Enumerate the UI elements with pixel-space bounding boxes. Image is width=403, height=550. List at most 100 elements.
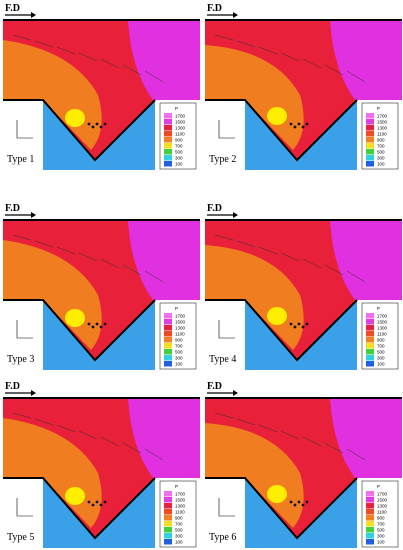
legend-swatch [164,161,172,167]
magenta-field [330,20,402,100]
legend-swatch [164,143,172,149]
legend-label: 1300 [175,504,186,509]
legend-swatch [164,119,172,125]
axis-icon [16,320,33,339]
legend-label: 1300 [377,126,388,131]
legend-swatch [366,143,374,149]
flow-arrow [56,424,76,433]
legend-swatch [366,119,374,125]
yellow-core [267,307,287,325]
legend-label: 500 [377,350,385,355]
legend-label: 900 [377,338,385,343]
legend-label: 1500 [175,120,186,125]
axis-icon [218,320,235,339]
fd-arrow-head [233,390,238,396]
legend-swatch [164,533,172,539]
flow-arrow [214,412,234,419]
legend-swatch [366,533,374,539]
fd-label: F.D [207,203,222,214]
legend-swatch [366,337,374,343]
legend-swatch [366,325,374,331]
flow-arrow [144,448,164,461]
flow-arrow [34,418,54,426]
legend-swatch [366,331,374,337]
axis-icon [218,498,235,517]
legend-label: 1100 [175,132,185,137]
legend-label: 100 [175,162,183,167]
legend-title: P [377,306,380,311]
legend-swatch [164,113,172,119]
legend-label: 1500 [175,320,186,325]
legend-label: 100 [377,162,385,167]
marker-dot [103,122,107,126]
legend-label: 500 [175,528,183,533]
legend-swatch [366,319,374,325]
flow-arrow [236,418,256,426]
fd-arrow-head [233,212,238,218]
marker-dot [301,125,305,129]
marker-dot [293,503,297,507]
flow-arrow [122,442,142,454]
marker-dot [297,322,301,326]
yellow-core [267,485,287,503]
legend-swatch [366,155,374,161]
legend-title: P [175,106,178,111]
flow-arrow [214,34,234,41]
flow-arrow [346,270,366,283]
marker-dot [289,500,293,504]
notch-wall [3,477,156,540]
type-label: Type 4 [209,354,236,365]
marker-dot [293,125,297,129]
legend-swatch [164,325,172,331]
legend-label: 500 [377,528,385,533]
legend-swatch [366,343,374,349]
legend-swatch [366,149,374,155]
flow-arrow [346,70,366,83]
marker-dot [297,500,301,504]
panel: F.D Type 1 P 170015001300110090070050030010… [3,3,200,170]
fd-label: F.D [5,3,20,14]
legend-label: 700 [377,344,385,349]
notch-wall [205,477,358,540]
marker-dot [305,122,309,126]
legend-swatch [366,313,374,319]
legend-label: 900 [377,138,385,143]
legend-swatch [366,491,374,497]
axis-icon [16,498,33,517]
flow-arrow [78,252,98,262]
flow-arrow [346,448,366,461]
legend-label: 100 [377,362,385,367]
flow-arrow [56,46,76,55]
marker-dot [305,500,309,504]
flow-arrow [236,240,256,248]
legend-swatch [366,521,374,527]
flow-arrow [280,430,300,440]
legend-swatch [366,349,374,355]
legend-label: 1700 [175,114,186,119]
flow-arrow [122,264,142,276]
legend-label: 300 [175,156,183,161]
marker-dot [293,325,297,329]
fd-arrow-head [31,212,36,218]
fd-label: F.D [207,3,222,14]
marker-dot [297,122,301,126]
flow-arrow [56,246,76,255]
legend-swatch [164,539,172,545]
legend-label: 300 [175,356,183,361]
notch-wall [205,299,358,362]
legend-swatch [164,343,172,349]
marker-dot [91,503,95,507]
yellow-core [65,309,85,327]
legend-swatch [366,509,374,515]
yellow-core [267,107,287,125]
legend-label: 300 [175,534,183,539]
flow-arrow [302,258,322,269]
legend-label: 700 [175,344,183,349]
legend-swatch [366,125,374,131]
yellow-core [65,109,85,127]
legend-label: 100 [377,540,385,545]
legend-swatch [164,349,172,355]
legend-swatch [164,361,172,367]
legend-label: 1500 [377,120,388,125]
